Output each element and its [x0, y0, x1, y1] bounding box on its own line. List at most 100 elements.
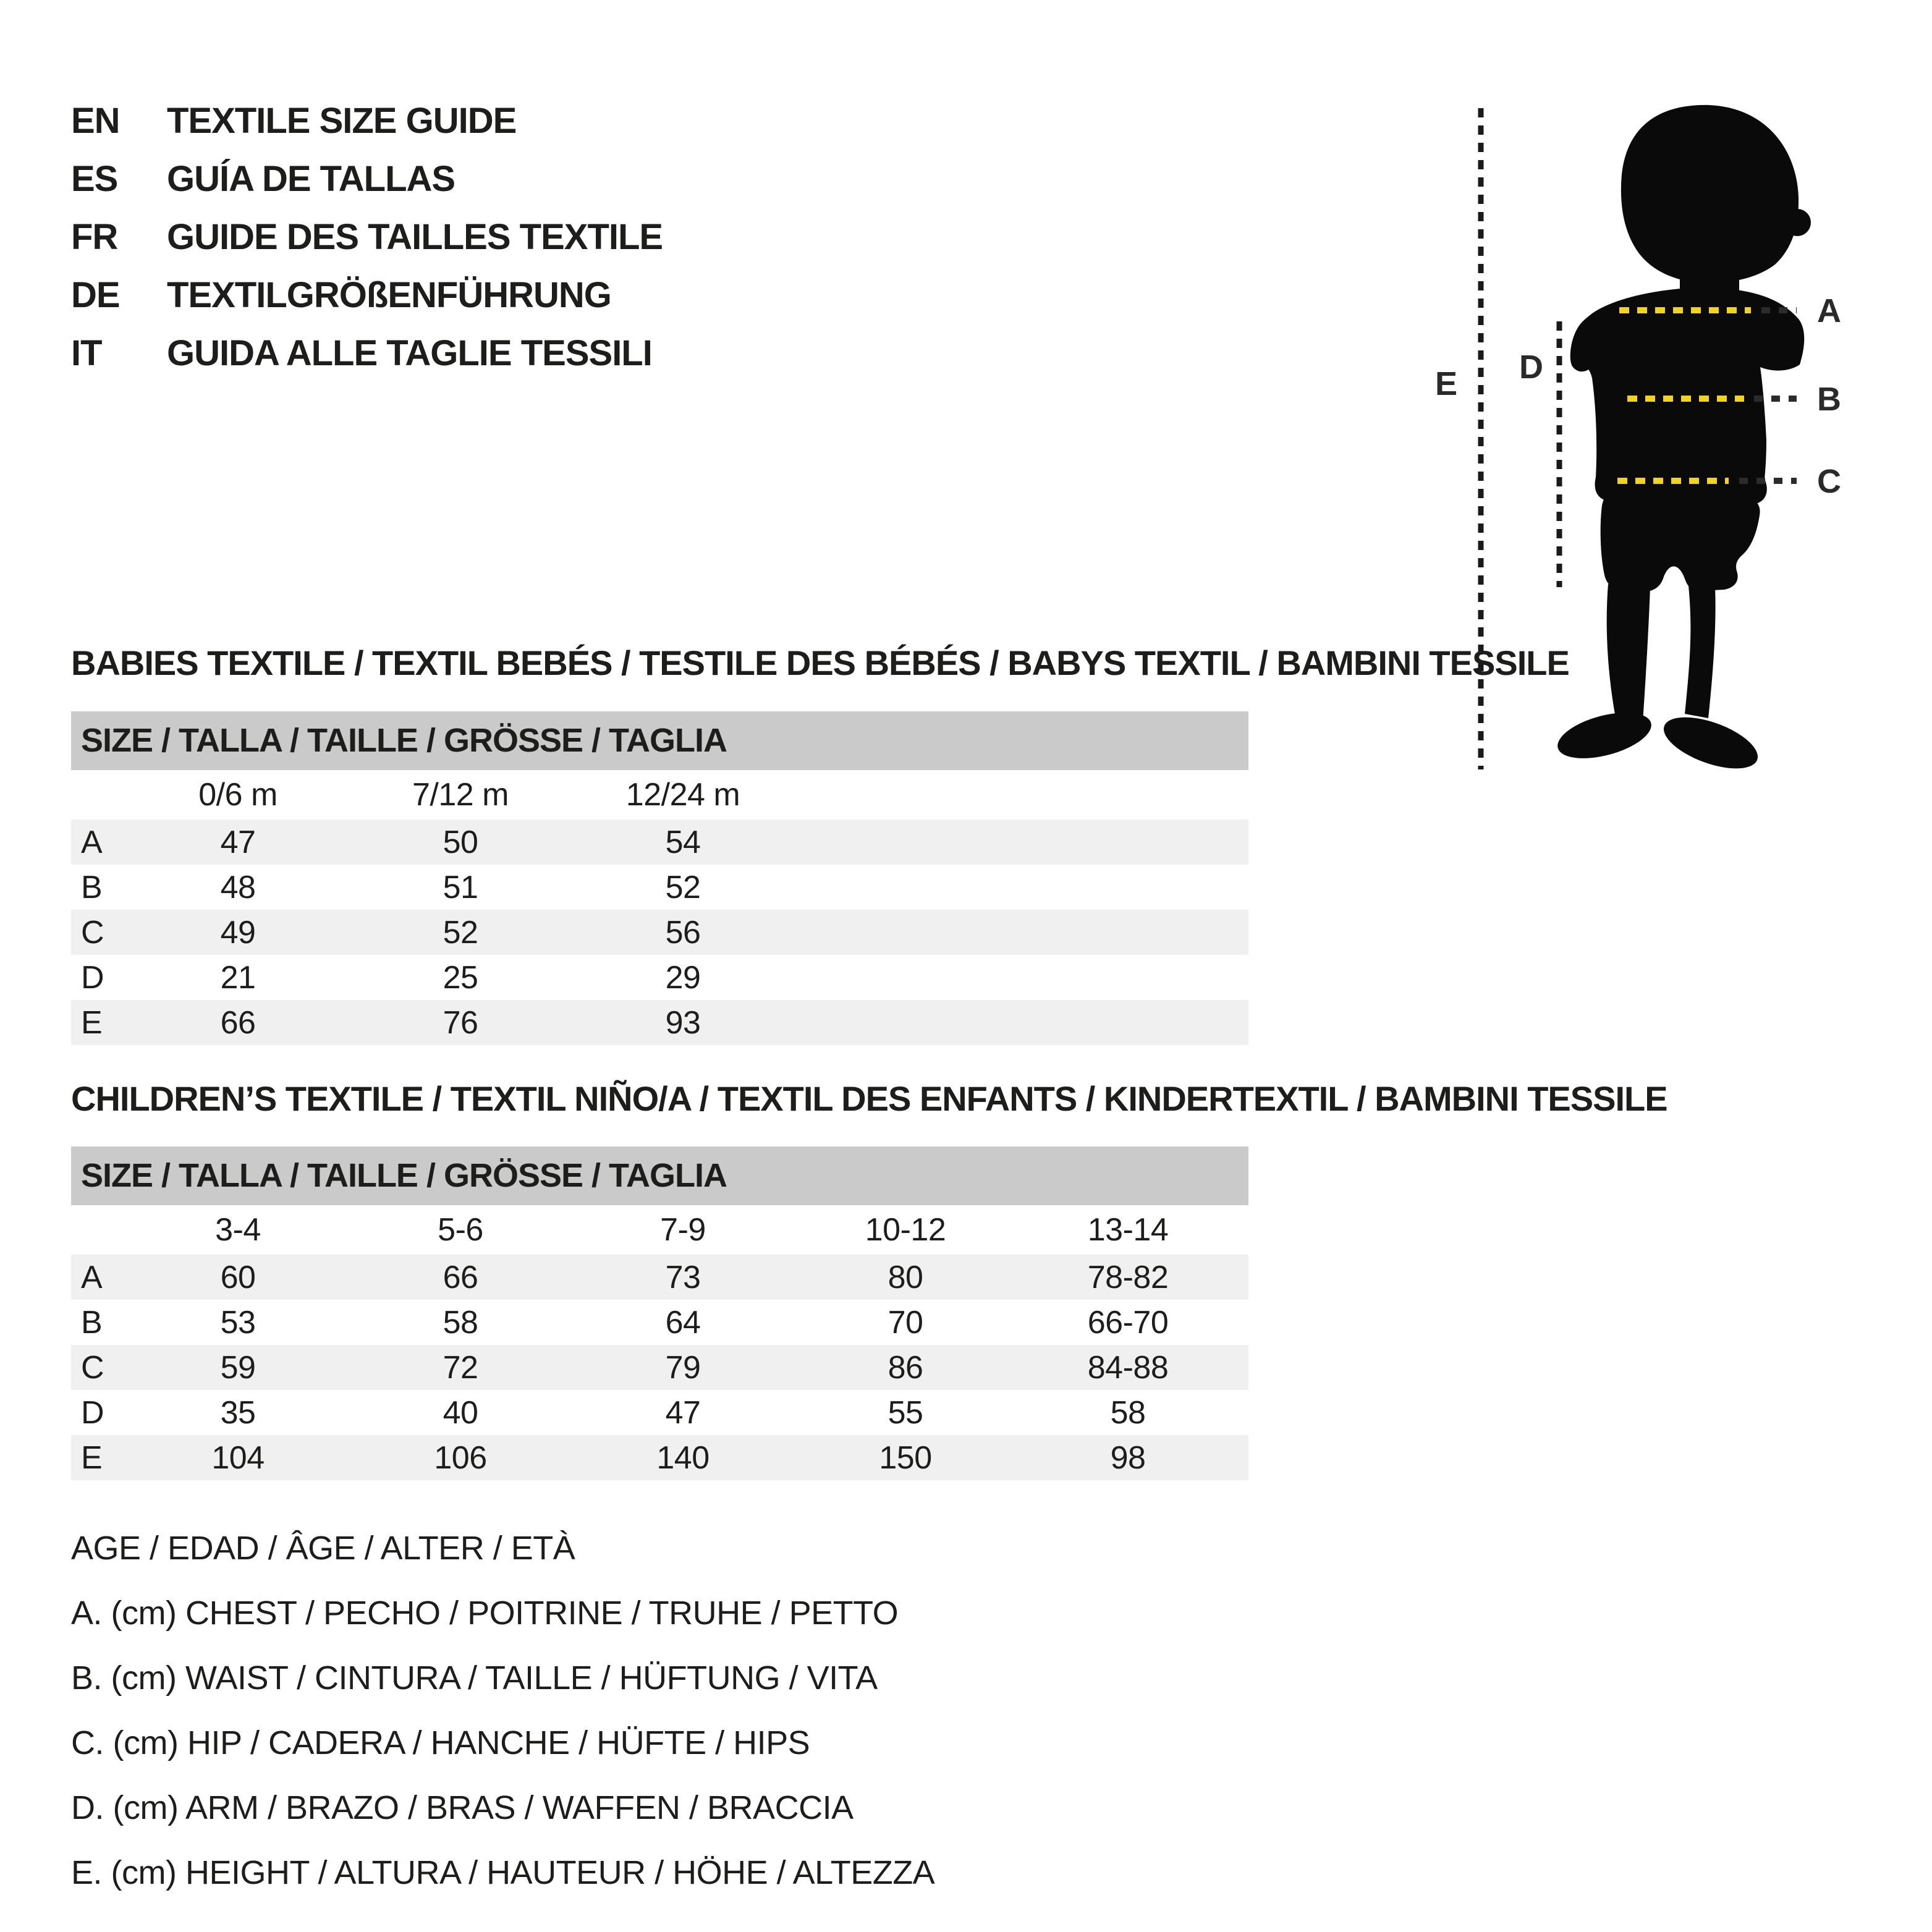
language-code: IT	[71, 333, 103, 373]
legend-line-arm: D. (cm) ARM / BRAZO / BRAS / WAFFEN / BR…	[71, 1789, 854, 1826]
cell: 86	[888, 1349, 923, 1386]
language-title-block: EN TEXTILE SIZE GUIDE ES GUÍA DE TALLAS …	[71, 91, 663, 382]
table-row-c: C 59 72 79 86 84-88	[71, 1345, 1248, 1390]
table-row-c: C 49 52 56	[71, 910, 1248, 955]
row-label: B	[81, 869, 103, 905]
cell: 140	[656, 1439, 710, 1476]
child-silhouette	[1557, 104, 1811, 769]
cell: 66-70	[1087, 1304, 1169, 1341]
cell: 60	[220, 1259, 256, 1295]
cell: 66	[220, 1004, 256, 1041]
page-title: GUÍA DE TALLAS	[167, 158, 455, 199]
measure-label-c: C	[1817, 463, 1841, 500]
table-row-d: D 35 40 47 55 58	[71, 1390, 1248, 1435]
cell: 55	[888, 1394, 923, 1431]
legend-line-hip: C. (cm) HIP / CADERA / HANCHE / HÜFTE / …	[71, 1724, 810, 1761]
legend-line-waist: B. (cm) WAIST / CINTURA / TAILLE / HÜFTU…	[71, 1659, 878, 1697]
row-label: A	[81, 824, 103, 860]
cell: 104	[211, 1439, 265, 1476]
language-code: DE	[71, 274, 121, 315]
cell: 150	[879, 1439, 932, 1476]
cell: 66	[443, 1259, 478, 1295]
table-row-b: B 53 58 64 70 66-70	[71, 1300, 1248, 1345]
cell: 40	[443, 1394, 478, 1431]
children-size-table: SIZE / TALLA / TAILLE / GRÖSSE / TAGLIA …	[71, 1146, 1248, 1480]
cell: 70	[888, 1304, 923, 1341]
babies-section-heading: BABIES TEXTILE / TEXTIL BEBÉS / TESTILE …	[71, 643, 1570, 682]
cell: 98	[1110, 1439, 1146, 1476]
language-row-es: ES GUÍA DE TALLAS	[71, 150, 663, 208]
child-silhouette-diagram: A B C D E	[1435, 104, 1841, 769]
row-label: C	[81, 1349, 104, 1386]
cell: 58	[1110, 1394, 1146, 1431]
measure-label-b: B	[1817, 381, 1841, 418]
page-title: GUIDA ALLE TAGLIE TESSILI	[167, 333, 653, 373]
language-code: EN	[71, 100, 121, 141]
cell: 59	[220, 1349, 256, 1386]
row-label: A	[81, 1259, 103, 1295]
cell: 52	[665, 869, 701, 905]
cell: 76	[443, 1004, 478, 1041]
cell: 64	[665, 1304, 701, 1341]
cell: 72	[443, 1349, 478, 1386]
legend-line-age: AGE / EDAD / ÂGE / ALTER / ETÀ	[71, 1529, 575, 1567]
cell: 50	[443, 824, 478, 860]
column-header: 12/24 m	[625, 777, 740, 813]
cell: 47	[220, 824, 256, 860]
cell: 47	[665, 1394, 701, 1431]
cell: 78-82	[1087, 1259, 1169, 1295]
language-code: FR	[71, 216, 118, 257]
row-label: B	[81, 1304, 103, 1341]
cell: 58	[443, 1304, 478, 1341]
legend-line-height: E. (cm) HEIGHT / ALTURA / HAUTEUR / HÖHE…	[71, 1854, 935, 1891]
table-row-e: E 66 76 93	[71, 1000, 1248, 1045]
language-row-en: EN TEXTILE SIZE GUIDE	[71, 91, 663, 150]
cell: 52	[443, 914, 478, 951]
row-label: C	[81, 914, 104, 951]
row-label: E	[81, 1439, 103, 1476]
cell: 56	[665, 914, 701, 951]
row-label: D	[81, 1394, 104, 1431]
page-title: TEXTILE SIZE GUIDE	[167, 100, 517, 141]
column-header: 0/6 m	[198, 777, 278, 813]
babies-size-table: SIZE / TALLA / TAILLE / GRÖSSE / TAGLIA …	[71, 711, 1248, 1045]
column-header: 7-9	[660, 1212, 706, 1248]
cell: 51	[443, 869, 478, 905]
language-row-it: IT GUIDA ALLE TAGLIE TESSILI	[71, 324, 663, 382]
children-section-heading: CHILDREN’S TEXTILE / TEXTIL NIÑO/A / TEX…	[71, 1079, 1668, 1118]
row-label: E	[81, 1004, 103, 1041]
cell: 80	[888, 1259, 923, 1295]
children-column-header-row: 3-4 5-6 7-9 10-12 13-14	[71, 1205, 1248, 1255]
table-row-a: A 47 50 54	[71, 820, 1248, 865]
language-row-de: DE TEXTILGRÖßENFÜHRUNG	[71, 266, 663, 324]
cell: 53	[220, 1304, 256, 1341]
cell: 25	[443, 959, 478, 996]
language-code: ES	[71, 158, 118, 199]
column-header: 3-4	[215, 1212, 261, 1248]
cell: 48	[220, 869, 256, 905]
cell: 93	[665, 1004, 701, 1041]
measurement-legend: AGE / EDAD / ÂGE / ALTER / ETÀ A. (cm) C…	[71, 1515, 935, 1905]
cell: 29	[665, 959, 701, 996]
cell: 84-88	[1087, 1349, 1169, 1386]
legend-line-chest: A. (cm) CHEST / PECHO / POITRINE / TRUHE…	[71, 1594, 899, 1632]
row-label: D	[81, 959, 104, 996]
measure-label-d: D	[1519, 349, 1543, 386]
cell: 54	[665, 824, 701, 860]
measure-label-e: E	[1435, 365, 1457, 402]
column-header: 7/12 m	[412, 777, 509, 813]
cell: 79	[665, 1349, 701, 1386]
language-row-fr: FR GUIDE DES TAILLES TEXTILE	[71, 208, 663, 266]
column-header: 5-6	[438, 1212, 483, 1248]
page-title: TEXTILGRÖßENFÜHRUNG	[167, 274, 612, 315]
cell: 106	[434, 1439, 487, 1476]
babies-column-header-row: 0/6 m 7/12 m 12/24 m	[71, 770, 1248, 820]
measurement-figure: A B C D E	[1434, 93, 1891, 779]
table-row-b: B 48 51 52	[71, 865, 1248, 910]
babies-size-header-bar: SIZE / TALLA / TAILLE / GRÖSSE / TAGLIA	[71, 711, 1248, 770]
cell: 35	[220, 1394, 256, 1431]
table-row-e: E 104 106 140 150 98	[71, 1435, 1248, 1480]
cell: 21	[220, 959, 256, 996]
page-title: GUIDE DES TAILLES TEXTILE	[167, 216, 663, 257]
